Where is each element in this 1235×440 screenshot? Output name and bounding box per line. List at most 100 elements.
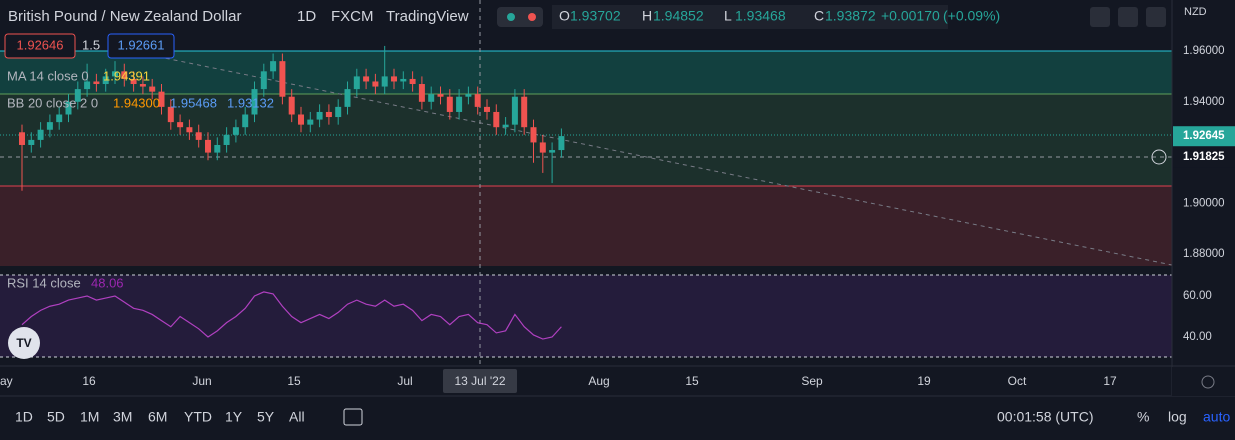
candle-body [344,89,351,107]
candle-body [270,61,277,72]
candle-body [353,76,360,90]
range-button[interactable]: YTD [184,409,212,425]
zone-top [0,51,1172,94]
bb-upper: 1.95468 [170,95,217,110]
ma-label: MA 14 close 0 [7,68,89,83]
trend-line [149,54,1173,266]
bid-box[interactable] [4,33,76,59]
candle-body [325,111,332,118]
price-tick-label: 1.94000 [1183,96,1225,108]
candle-body [102,76,109,85]
ohlc-key: H [642,8,652,24]
dot [507,13,515,21]
candle-body [56,114,63,123]
crosshair-date: 13 Jul '22 [455,374,506,388]
rsi-line [21,291,562,340]
range-button[interactable]: 1D [15,409,33,425]
candle-body [363,76,370,82]
ohlc-key: O [559,8,570,24]
rsi-label: RSI 14 close [7,275,81,290]
candle-body [232,127,239,135]
svg-text:TV: TV [16,336,31,350]
candle-body [65,101,72,115]
ohlc-key: L [724,8,732,24]
price-tick-label: 1.88000 [1183,248,1225,260]
btn[interactable] [1146,7,1166,27]
btn[interactable] [1118,7,1138,27]
candle-body [530,127,537,143]
candle-body [335,106,342,118]
range-button[interactable]: 3M [113,409,132,425]
candle-body [465,94,472,97]
candle-body [158,91,165,107]
candle-body [19,132,25,145]
ma-value: 1.94391 [103,68,150,83]
time-label: 15 [287,374,301,388]
candle-body [149,86,156,92]
add-icon[interactable] [1151,149,1167,165]
bb-basis: 1.94300 [113,95,160,110]
candles [19,45,565,191]
interval: 1D [297,8,316,25]
candle-body [167,106,174,123]
rsi-value: 48.06 [91,275,124,290]
settings[interactable] [1172,367,1235,396]
candle-body [84,81,91,90]
log[interactable]: log [1168,409,1187,425]
range-button[interactable]: 1Y [225,409,243,425]
ohlc-key: C [814,8,824,24]
candle-body [74,89,81,102]
candle-body [446,96,453,112]
candle-body [307,119,314,125]
percent[interactable]: % [1137,409,1149,425]
candle-body [539,142,546,153]
zone-red [0,186,1172,266]
price-badge-label: 1.92645 [1183,130,1225,142]
candle-body [502,124,509,128]
candle-body [316,111,323,120]
candle-body [139,84,146,87]
change-pct: (+0.09%) [943,8,1000,24]
candle-body [279,61,286,97]
candle-body [214,144,221,153]
gear[interactable] [1201,375,1215,389]
rsi-line-group [21,291,562,340]
calendar-icon[interactable] [343,408,363,426]
time-label: Jun [192,374,211,388]
source: TradingView [386,8,469,25]
candle-body [28,139,35,145]
time-label: 19 [917,374,931,388]
currency: NZD [1184,6,1207,18]
logo: TV [8,327,40,359]
auto[interactable]: auto [1203,409,1230,425]
toggle[interactable] [497,7,543,27]
range-button[interactable]: 6M [148,409,167,425]
candle-body [456,96,463,112]
range-button[interactable]: 1M [80,409,99,425]
symbol: British Pound / New Zealand Dollar [8,8,241,25]
candle-body [381,76,388,87]
candle-body [177,122,184,128]
bb-lower: 1.93132 [227,95,274,110]
time-label: Jul [397,374,412,388]
spread: 1.5 [82,37,100,52]
clock: 00:01:58 (UTC) [997,409,1093,425]
time-label: 16 [82,374,96,388]
rsi-tick-label: 60.00 [1183,290,1212,302]
candle-body [484,106,490,112]
candle-body [391,76,397,82]
range-button[interactable]: 5Y [257,409,275,425]
range-button[interactable]: 5D [47,409,65,425]
candle-body [437,94,444,97]
candle-body [93,81,100,85]
price-badge [1173,126,1235,147]
candle-body [372,81,379,87]
exchange: FXCM [331,8,374,25]
ask-box[interactable] [107,33,175,59]
time-label: 15 [685,374,699,388]
candle-body [400,78,407,82]
candle-body [428,94,435,102]
btn[interactable] [1090,7,1110,27]
range-button[interactable]: All [289,409,305,425]
candle-body [288,96,295,115]
